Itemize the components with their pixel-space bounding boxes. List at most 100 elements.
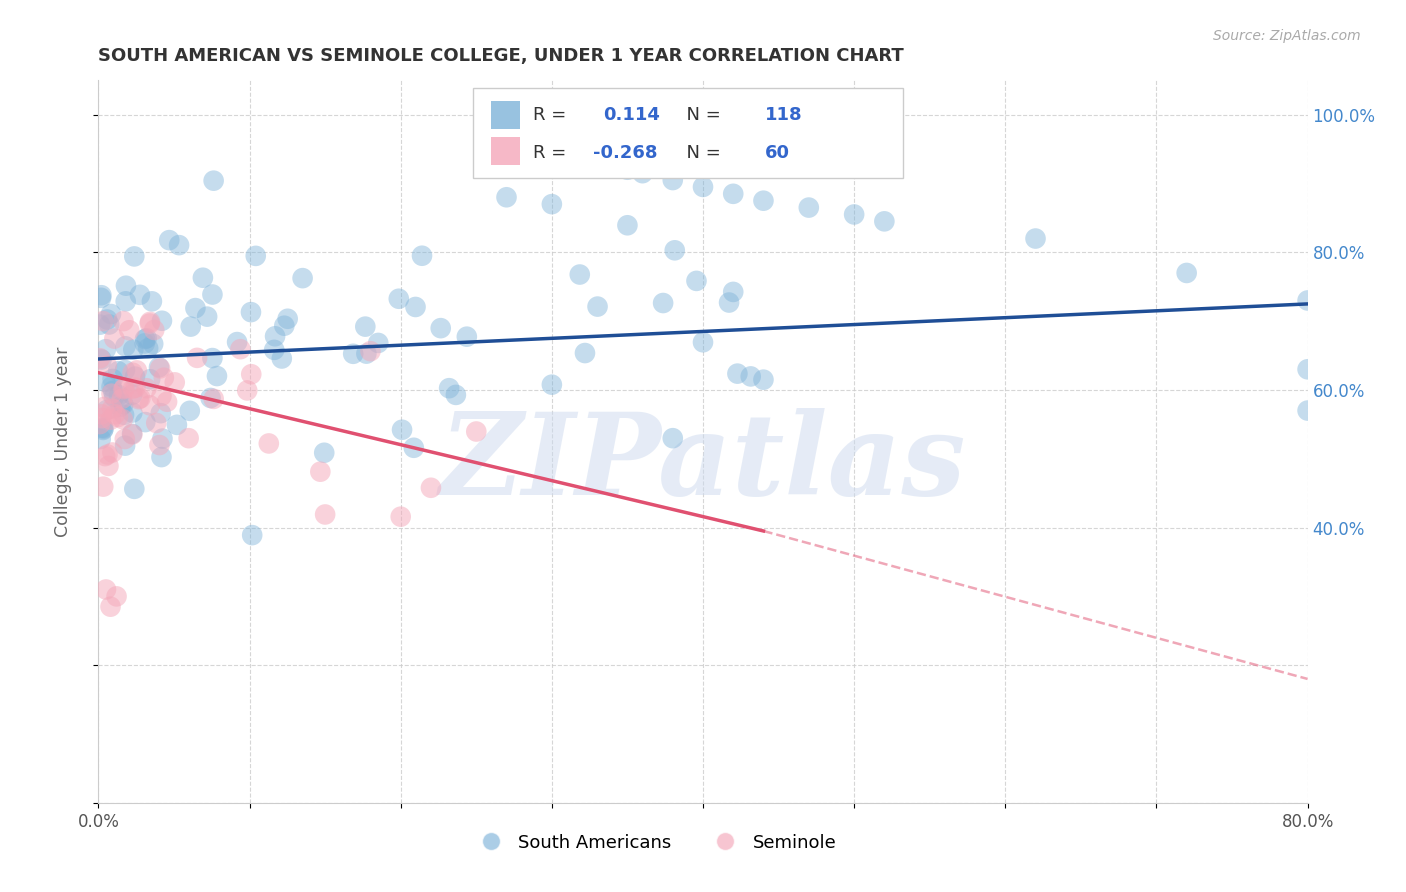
Point [114,432,136,446]
Point [652,296,675,310]
Point [112,314,135,328]
Point [797,201,820,215]
Point [121,366,143,380]
Point [91,421,114,435]
Bar [492,101,520,128]
Point [540,197,562,211]
Point [89,351,111,366]
Point [139,398,162,412]
Text: 60: 60 [765,144,790,161]
Text: Source: ZipAtlas.com: Source: ZipAtlas.com [1213,29,1361,43]
Point [103,390,125,404]
Point [245,249,267,263]
Point [121,406,143,420]
Point [723,285,745,299]
Point [195,310,218,324]
Point [124,381,146,395]
Point [844,207,866,221]
Point [540,377,562,392]
Point [128,288,150,302]
Point [90,288,112,302]
Point [91,480,114,494]
Point [111,392,134,406]
Point [94,375,117,389]
Point [138,317,160,331]
Point [100,412,122,426]
Point [108,388,131,402]
Text: N =: N = [675,144,727,161]
Point [112,397,135,411]
Text: SOUTH AMERICAN VS SEMINOLE COLLEGE, UNDER 1 YEAR CORRELATION CHART: SOUTH AMERICAN VS SEMINOLE COLLEGE, UNDE… [98,47,904,65]
Point [134,332,156,346]
Point [692,335,714,350]
Point [101,445,124,459]
Point [437,381,460,395]
Point [114,294,136,309]
Point [685,274,707,288]
Point [142,337,165,351]
Point [574,346,596,360]
Point [96,403,118,417]
Point [90,291,112,305]
Point [388,292,411,306]
Point [270,351,292,366]
Point [200,391,222,405]
Point [150,450,173,464]
Point [661,431,683,445]
Point [100,379,122,393]
Point [114,363,136,377]
Point [157,233,180,247]
Point [184,301,207,315]
Bar [492,137,520,165]
Point [631,166,654,180]
Point [134,415,156,429]
Point [411,249,433,263]
Point [110,400,132,414]
Point [180,319,202,334]
Point [586,300,609,314]
Point [752,373,775,387]
Point [114,439,136,453]
Point [148,438,170,452]
Point [264,329,287,343]
Point [616,219,638,233]
Point [202,174,225,188]
Point [90,411,112,425]
Point [143,323,166,337]
Point [725,367,748,381]
Point [104,407,127,421]
Point [100,307,122,321]
Point [263,343,285,357]
Point [121,426,143,441]
Point [152,432,174,446]
Point [568,268,591,282]
Text: 0.114: 0.114 [603,106,659,124]
Point [314,446,336,460]
Point [112,408,135,422]
Point [429,321,451,335]
Point [391,423,413,437]
Point [136,341,159,355]
Point [129,392,152,406]
Point [495,190,517,204]
Point [664,244,686,258]
Point [692,180,714,194]
Point [405,300,427,314]
Point [149,361,172,376]
Point [718,295,741,310]
Point [456,329,478,343]
Point [121,427,143,442]
Text: R =: R = [533,144,571,161]
Point [135,381,157,395]
Y-axis label: College, Under 1 year: College, Under 1 year [53,346,72,537]
Point [103,332,125,346]
Point [201,287,224,301]
Point [291,271,314,285]
Point [148,360,170,375]
Point [93,400,115,414]
Point [177,431,200,445]
Point [444,388,467,402]
Point [122,343,145,357]
Point [723,186,745,201]
Point [1296,362,1319,376]
